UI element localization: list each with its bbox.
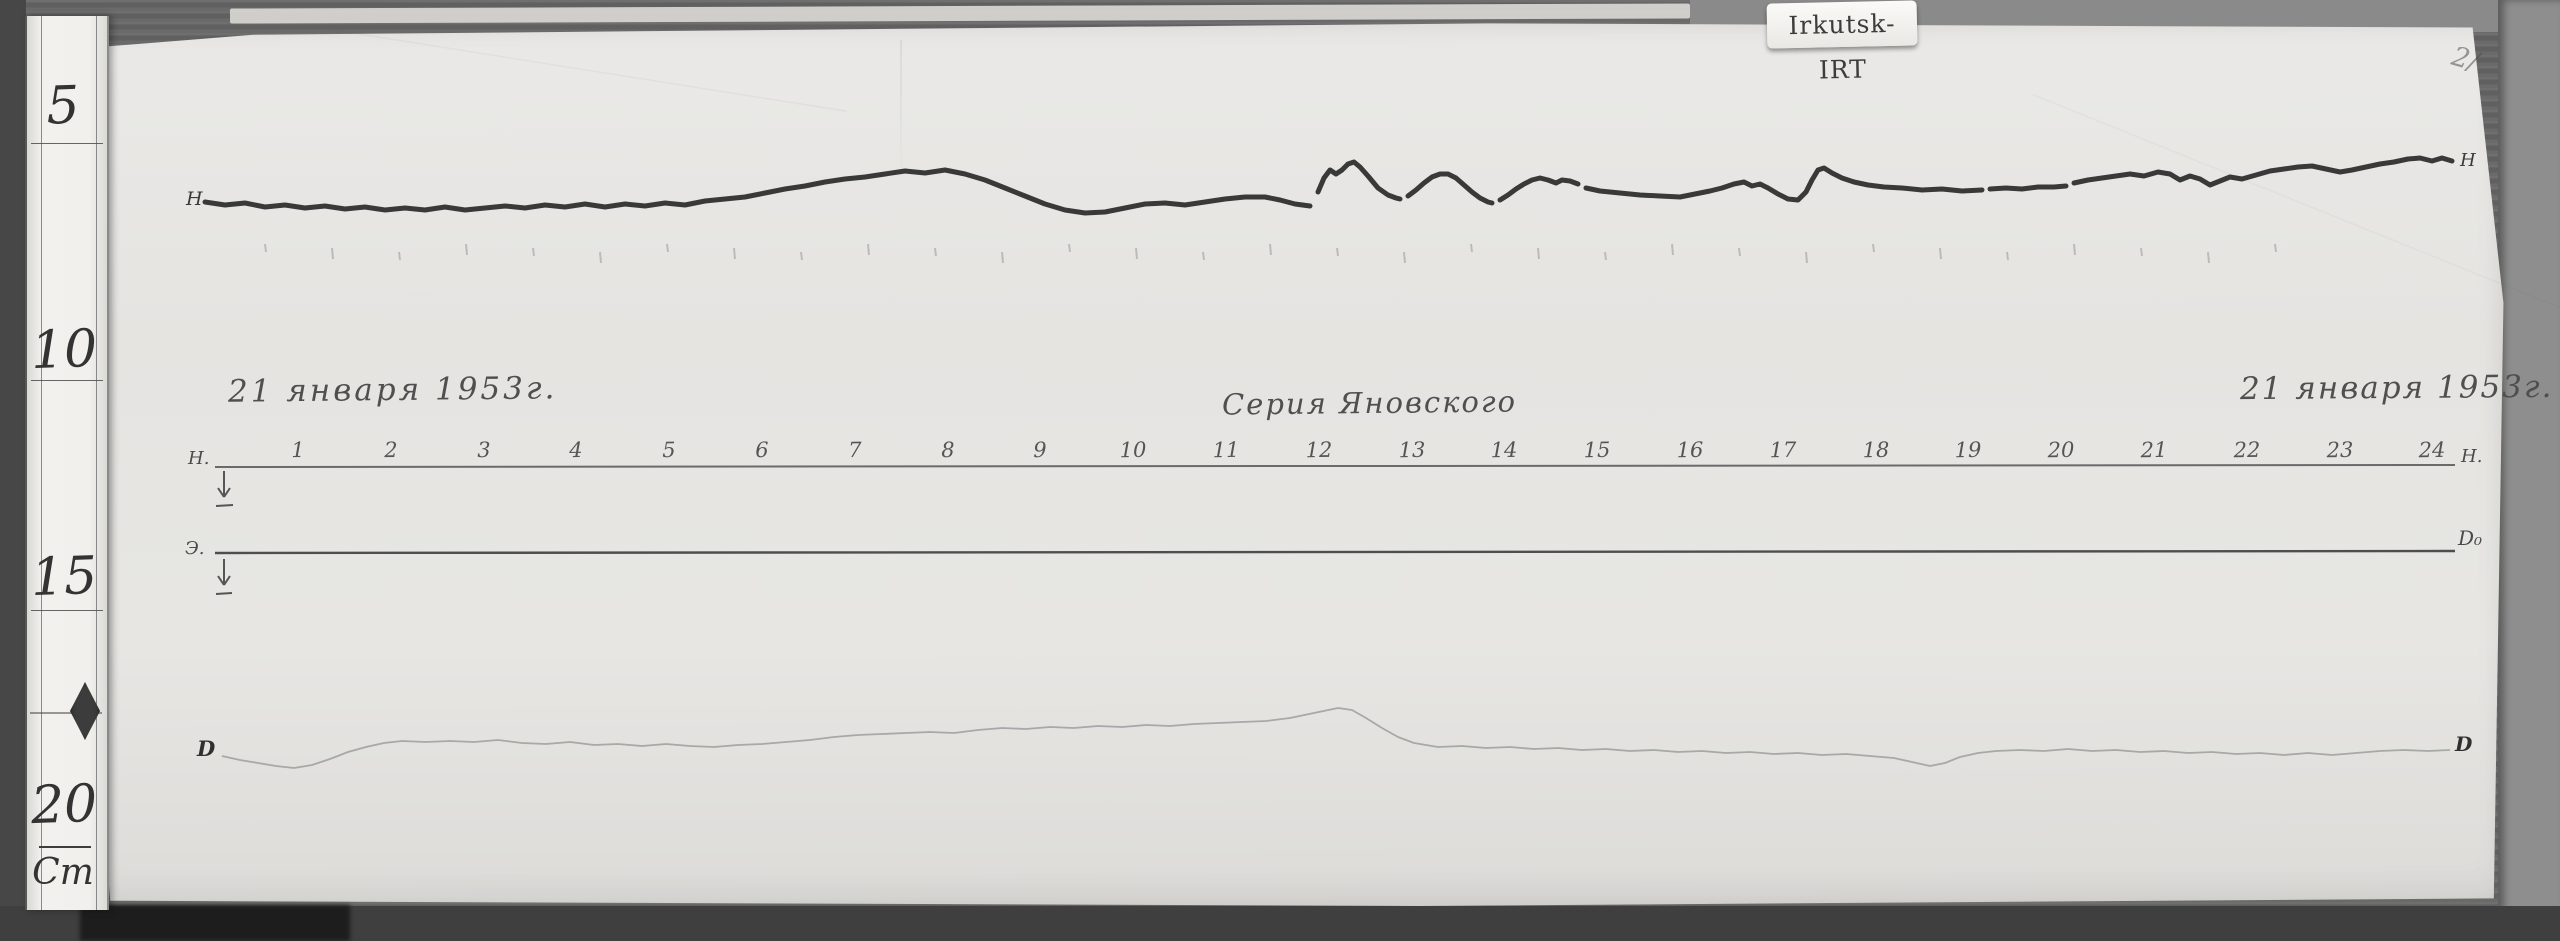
ruler-unit-label: Cm [32,852,94,893]
hour-tick-label: 5 [662,437,677,463]
hour-tick-label: 17 [1769,437,1797,463]
hour-tick-label: 9 [1033,437,1048,463]
hour-tick-label: 8 [940,437,955,463]
date-annotation-right: 21 января 1953г. [2239,368,2554,408]
hour-tick-label: 24 [2418,437,2446,463]
observatory-tag: Irkutsk-IRT [1766,0,1918,84]
h-trace-label-right: H [2460,150,2476,171]
hour-tick-label: 19 [1954,437,1982,463]
chart-paper-sheet [84,19,2506,910]
series-title: Серия Яновского [1221,384,1518,422]
ruler-mark-5: 5 [45,75,81,137]
baseline-label-right: D₀ [2458,526,2483,550]
hour-tick-label: 10 [1119,437,1147,463]
hour-tick-label: 20 [2047,437,2075,463]
wood-table-left [0,0,26,941]
hour-tick-label: 18 [1862,437,1890,463]
ruler-division-line [39,846,91,848]
ruler-mark-10: 10 [29,318,99,382]
hour-tick-label: 23 [2326,437,2354,463]
hour-tick-label: 2 [383,437,398,463]
wood-table-right [2498,0,2560,941]
centimeter-ruler: 5 10 15 20 Cm [25,16,109,910]
hour-tick-label: 3 [476,437,491,463]
d-trace-label-left: D [197,736,216,761]
baseline-label-left: Э. [185,538,205,559]
ruler-inner-line [41,16,42,910]
hour-tick-label: 14 [1490,437,1518,463]
date-annotation-left: 21 января 1953г. [227,370,558,410]
hour-tick-label: 7 [847,437,862,463]
hour-tick-label: 16 [1676,437,1704,463]
ruler-division-line [31,610,103,611]
paper-top-edge [229,3,1691,24]
hour-tick-label: 11 [1212,437,1240,463]
hour-tick-label: 15 [1583,437,1611,463]
hour-scale-label-left: H. [188,448,210,469]
hour-tick-label: 22 [2233,437,2261,463]
hour-tick-label: 13 [1398,437,1426,463]
h-trace-label-left: H [186,188,203,210]
ruler-mark-15: 15 [29,545,99,609]
wood-table-bottom [0,906,2560,941]
ruler-division-line [31,380,103,381]
ruler-crack-line [30,712,102,714]
d-trace-label-right: D [2455,732,2473,756]
hour-tick-label: 12 [1305,437,1333,463]
ruler-division-line [31,143,103,144]
ruler-mark-20: 20 [29,773,99,837]
hour-tick-label: 6 [755,437,769,463]
hour-tick-label: 4 [569,437,584,463]
ruler-inner-line [96,16,97,910]
hour-tick-label: 1 [291,437,305,463]
hour-tick-label: 21 [2140,437,2168,463]
hour-scale-label-right: H. [2461,446,2483,467]
shadow-bottom-left [80,905,350,941]
